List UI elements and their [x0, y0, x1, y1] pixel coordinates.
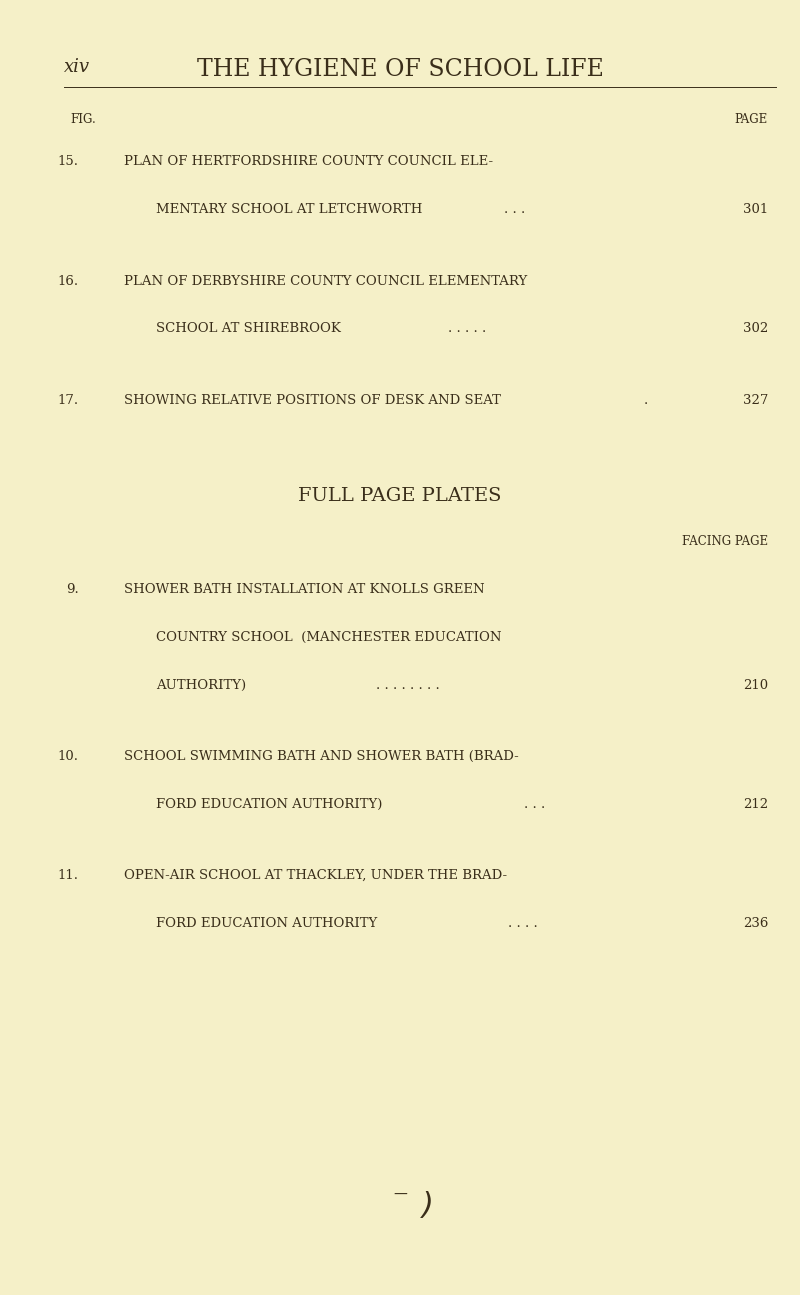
Text: MENTARY SCHOOL AT LETCHWORTH: MENTARY SCHOOL AT LETCHWORTH [156, 203, 422, 216]
Text: FULL PAGE PLATES: FULL PAGE PLATES [298, 487, 502, 505]
Text: SCHOOL AT SHIREBROOK: SCHOOL AT SHIREBROOK [156, 322, 341, 335]
Text: . . . .: . . . . [508, 917, 538, 930]
Text: FORD EDUCATION AUTHORITY: FORD EDUCATION AUTHORITY [156, 917, 378, 930]
Text: THE HYGIENE OF SCHOOL LIFE: THE HYGIENE OF SCHOOL LIFE [197, 58, 603, 82]
Text: —: — [393, 1188, 407, 1202]
Text: SHOWER BATH INSTALLATION AT KNOLLS GREEN: SHOWER BATH INSTALLATION AT KNOLLS GREEN [124, 583, 485, 596]
Text: 16.: 16. [58, 275, 78, 287]
Text: 15.: 15. [58, 155, 78, 168]
Text: ): ) [422, 1191, 434, 1220]
Text: PLAN OF DERBYSHIRE COUNTY COUNCIL ELEMENTARY: PLAN OF DERBYSHIRE COUNTY COUNCIL ELEMEN… [124, 275, 527, 287]
Text: OPEN-AIR SCHOOL AT THACKLEY, UNDER THE BRAD-: OPEN-AIR SCHOOL AT THACKLEY, UNDER THE B… [124, 869, 507, 882]
Text: SCHOOL SWIMMING BATH AND SHOWER BATH (BRAD-: SCHOOL SWIMMING BATH AND SHOWER BATH (BR… [124, 750, 518, 763]
Text: xiv: xiv [64, 58, 90, 76]
Text: . . .: . . . [524, 798, 546, 811]
Text: 17.: 17. [58, 394, 78, 407]
Text: 301: 301 [742, 203, 768, 216]
Text: 210: 210 [743, 679, 768, 692]
Text: PAGE: PAGE [734, 113, 768, 126]
Text: .: . [644, 394, 648, 407]
Text: 11.: 11. [58, 869, 78, 882]
Text: FORD EDUCATION AUTHORITY): FORD EDUCATION AUTHORITY) [156, 798, 382, 811]
Text: 236: 236 [742, 917, 768, 930]
Text: 9.: 9. [66, 583, 78, 596]
Text: 212: 212 [743, 798, 768, 811]
Text: SHOWING RELATIVE POSITIONS OF DESK AND SEAT: SHOWING RELATIVE POSITIONS OF DESK AND S… [124, 394, 501, 407]
Text: . . . . .: . . . . . [448, 322, 486, 335]
Text: 302: 302 [742, 322, 768, 335]
Text: PLAN OF HERTFORDSHIRE COUNTY COUNCIL ELE-: PLAN OF HERTFORDSHIRE COUNTY COUNCIL ELE… [124, 155, 493, 168]
Text: FACING PAGE: FACING PAGE [682, 535, 768, 548]
Text: . . . . . . . .: . . . . . . . . [376, 679, 440, 692]
Text: . . .: . . . [504, 203, 526, 216]
Text: COUNTRY SCHOOL  (MANCHESTER EDUCATION: COUNTRY SCHOOL (MANCHESTER EDUCATION [156, 631, 502, 644]
Text: FIG.: FIG. [70, 113, 96, 126]
Text: 10.: 10. [58, 750, 78, 763]
Text: AUTHORITY): AUTHORITY) [156, 679, 246, 692]
Text: 327: 327 [742, 394, 768, 407]
